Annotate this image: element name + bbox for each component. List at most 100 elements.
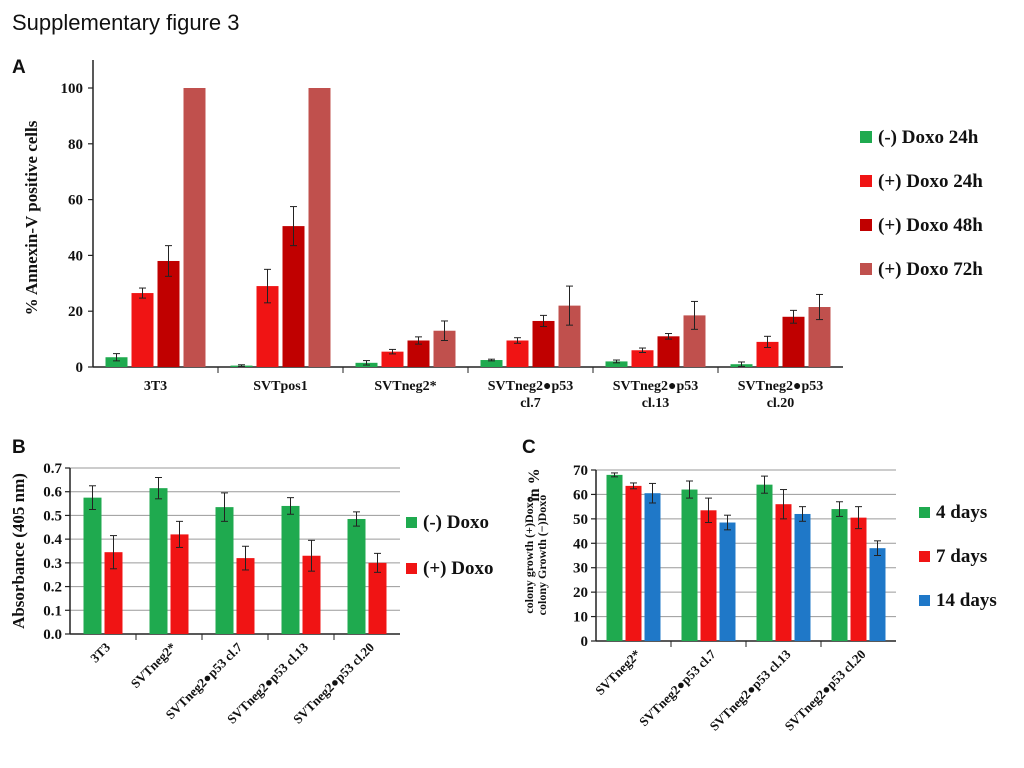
bar <box>308 88 331 367</box>
bar <box>700 510 717 641</box>
panel-a: A 0 20 40 60 80 100 3T3 SVTpos1 SVTneg2* SVTneg2●p… <box>12 57 983 411</box>
bar <box>683 315 706 367</box>
x-tick-label: SVTneg2●p53 <box>613 379 698 394</box>
bar <box>281 505 300 634</box>
y-tick-label: 0.4 <box>43 532 62 548</box>
figure-title: Supplementary figure 3 <box>12 10 240 35</box>
y-tick-label: 0.0 <box>43 627 62 643</box>
y-tick-label: 0 <box>581 634 589 650</box>
legend-swatch <box>406 517 417 528</box>
y-axis-label-numerator: colony growth (+)Doxo <box>522 496 536 613</box>
legend-swatch <box>406 563 417 574</box>
x-tick-label: 3T3 <box>144 379 167 394</box>
bar <box>532 320 555 367</box>
y-tick-label: 60 <box>573 487 588 503</box>
y-tick-label: 40 <box>68 248 83 264</box>
bar <box>381 351 404 367</box>
bar <box>808 307 831 367</box>
y-tick-label: 100 <box>61 81 84 97</box>
bar <box>368 562 387 634</box>
y-axis-label-denominator: colony Growth (−)Doxo <box>535 495 549 616</box>
bar <box>782 316 805 367</box>
bar <box>105 357 128 367</box>
bar <box>831 509 848 641</box>
bar <box>183 88 206 367</box>
legend-label: (+) Doxo 72h <box>878 259 983 280</box>
y-tick-label: 0.7 <box>43 461 62 477</box>
x-tick-label: cl.7 <box>520 396 541 411</box>
panel-letter: C <box>522 437 536 458</box>
y-tick-label: 20 <box>68 304 83 320</box>
x-tick-label: SVTneg2* <box>592 647 643 698</box>
y-tick-label: 0.5 <box>43 508 62 524</box>
legend-label: (+) Doxo 24h <box>878 171 983 192</box>
bar <box>506 340 529 367</box>
bar <box>657 336 680 367</box>
bar <box>170 534 189 634</box>
legend-swatch <box>919 507 930 518</box>
legend-label: (-) Doxo 24h <box>878 127 979 148</box>
legend-label: 7 days <box>936 546 987 567</box>
y-tick-label: 50 <box>573 512 588 528</box>
y-tick-label: 30 <box>573 561 588 577</box>
x-tick-label: cl.20 <box>767 396 795 411</box>
bar <box>83 497 102 634</box>
legend-label: 4 days <box>936 502 987 523</box>
bar <box>644 493 661 641</box>
legend-swatch <box>860 219 872 231</box>
x-tick-label: 3T3 <box>87 639 113 665</box>
bar <box>775 504 792 641</box>
x-tick-label: cl.13 <box>642 396 670 411</box>
bar <box>625 485 642 641</box>
y-axis-label: % Annexin-V positive cells <box>22 120 41 315</box>
y-tick-label: 20 <box>573 585 588 601</box>
x-tick-label: SVTneg2●p53 <box>738 379 823 394</box>
x-tick-label: SVTneg2●p53 cl.7 <box>636 646 719 729</box>
y-tick-label: 0.6 <box>43 485 62 501</box>
bar <box>256 286 279 367</box>
bar <box>794 513 811 641</box>
x-tick-label: SVTneg2* <box>374 379 436 394</box>
bar <box>850 517 867 641</box>
legend-label: 14 days <box>936 590 997 611</box>
bar <box>606 474 623 641</box>
legend-label: (-) Doxo <box>423 512 489 533</box>
y-axis-label: colony growth (+)Doxocolony Growth (−)Do… <box>522 495 549 616</box>
bar <box>302 555 321 634</box>
y-tick-label: 80 <box>68 137 83 153</box>
bar <box>282 226 305 367</box>
bar <box>756 341 779 367</box>
y-tick-label: 0 <box>76 360 84 376</box>
bar <box>719 522 736 641</box>
panel-c: C 0 10 20 30 40 50 60 70 SVTneg2*SVTneg2●p53 cl.7… <box>522 437 997 734</box>
y-tick-label: 0.3 <box>43 556 62 572</box>
bar <box>605 361 628 367</box>
y-tick-label: 0.1 <box>43 603 62 619</box>
y-tick-label: 60 <box>68 193 83 209</box>
bar <box>681 489 698 641</box>
bar <box>869 548 886 641</box>
x-tick-label: SVTneg2●p53 cl.13 <box>706 646 794 734</box>
bar <box>157 260 180 367</box>
x-tick-label: SVTneg2●p53 <box>488 379 573 394</box>
panel-letter: A <box>12 57 26 78</box>
bar <box>631 350 654 367</box>
bar <box>407 340 430 367</box>
y-tick-label: 10 <box>573 610 588 626</box>
y-axis-label-suffix: in % <box>526 468 543 501</box>
legend-swatch <box>860 175 872 187</box>
bar <box>433 330 456 367</box>
x-tick-label: SVTneg2* <box>128 640 179 691</box>
bar <box>149 488 168 634</box>
legend-label: (+) Doxo <box>423 558 493 579</box>
legend-swatch <box>860 263 872 275</box>
legend-swatch <box>919 551 930 562</box>
x-tick-label: SVTpos1 <box>253 379 307 394</box>
x-tick-label: SVTneg2●p53 cl.20 <box>781 647 868 734</box>
bar <box>215 507 234 634</box>
bar <box>104 552 123 634</box>
bar <box>480 360 503 367</box>
legend-swatch <box>860 131 872 143</box>
